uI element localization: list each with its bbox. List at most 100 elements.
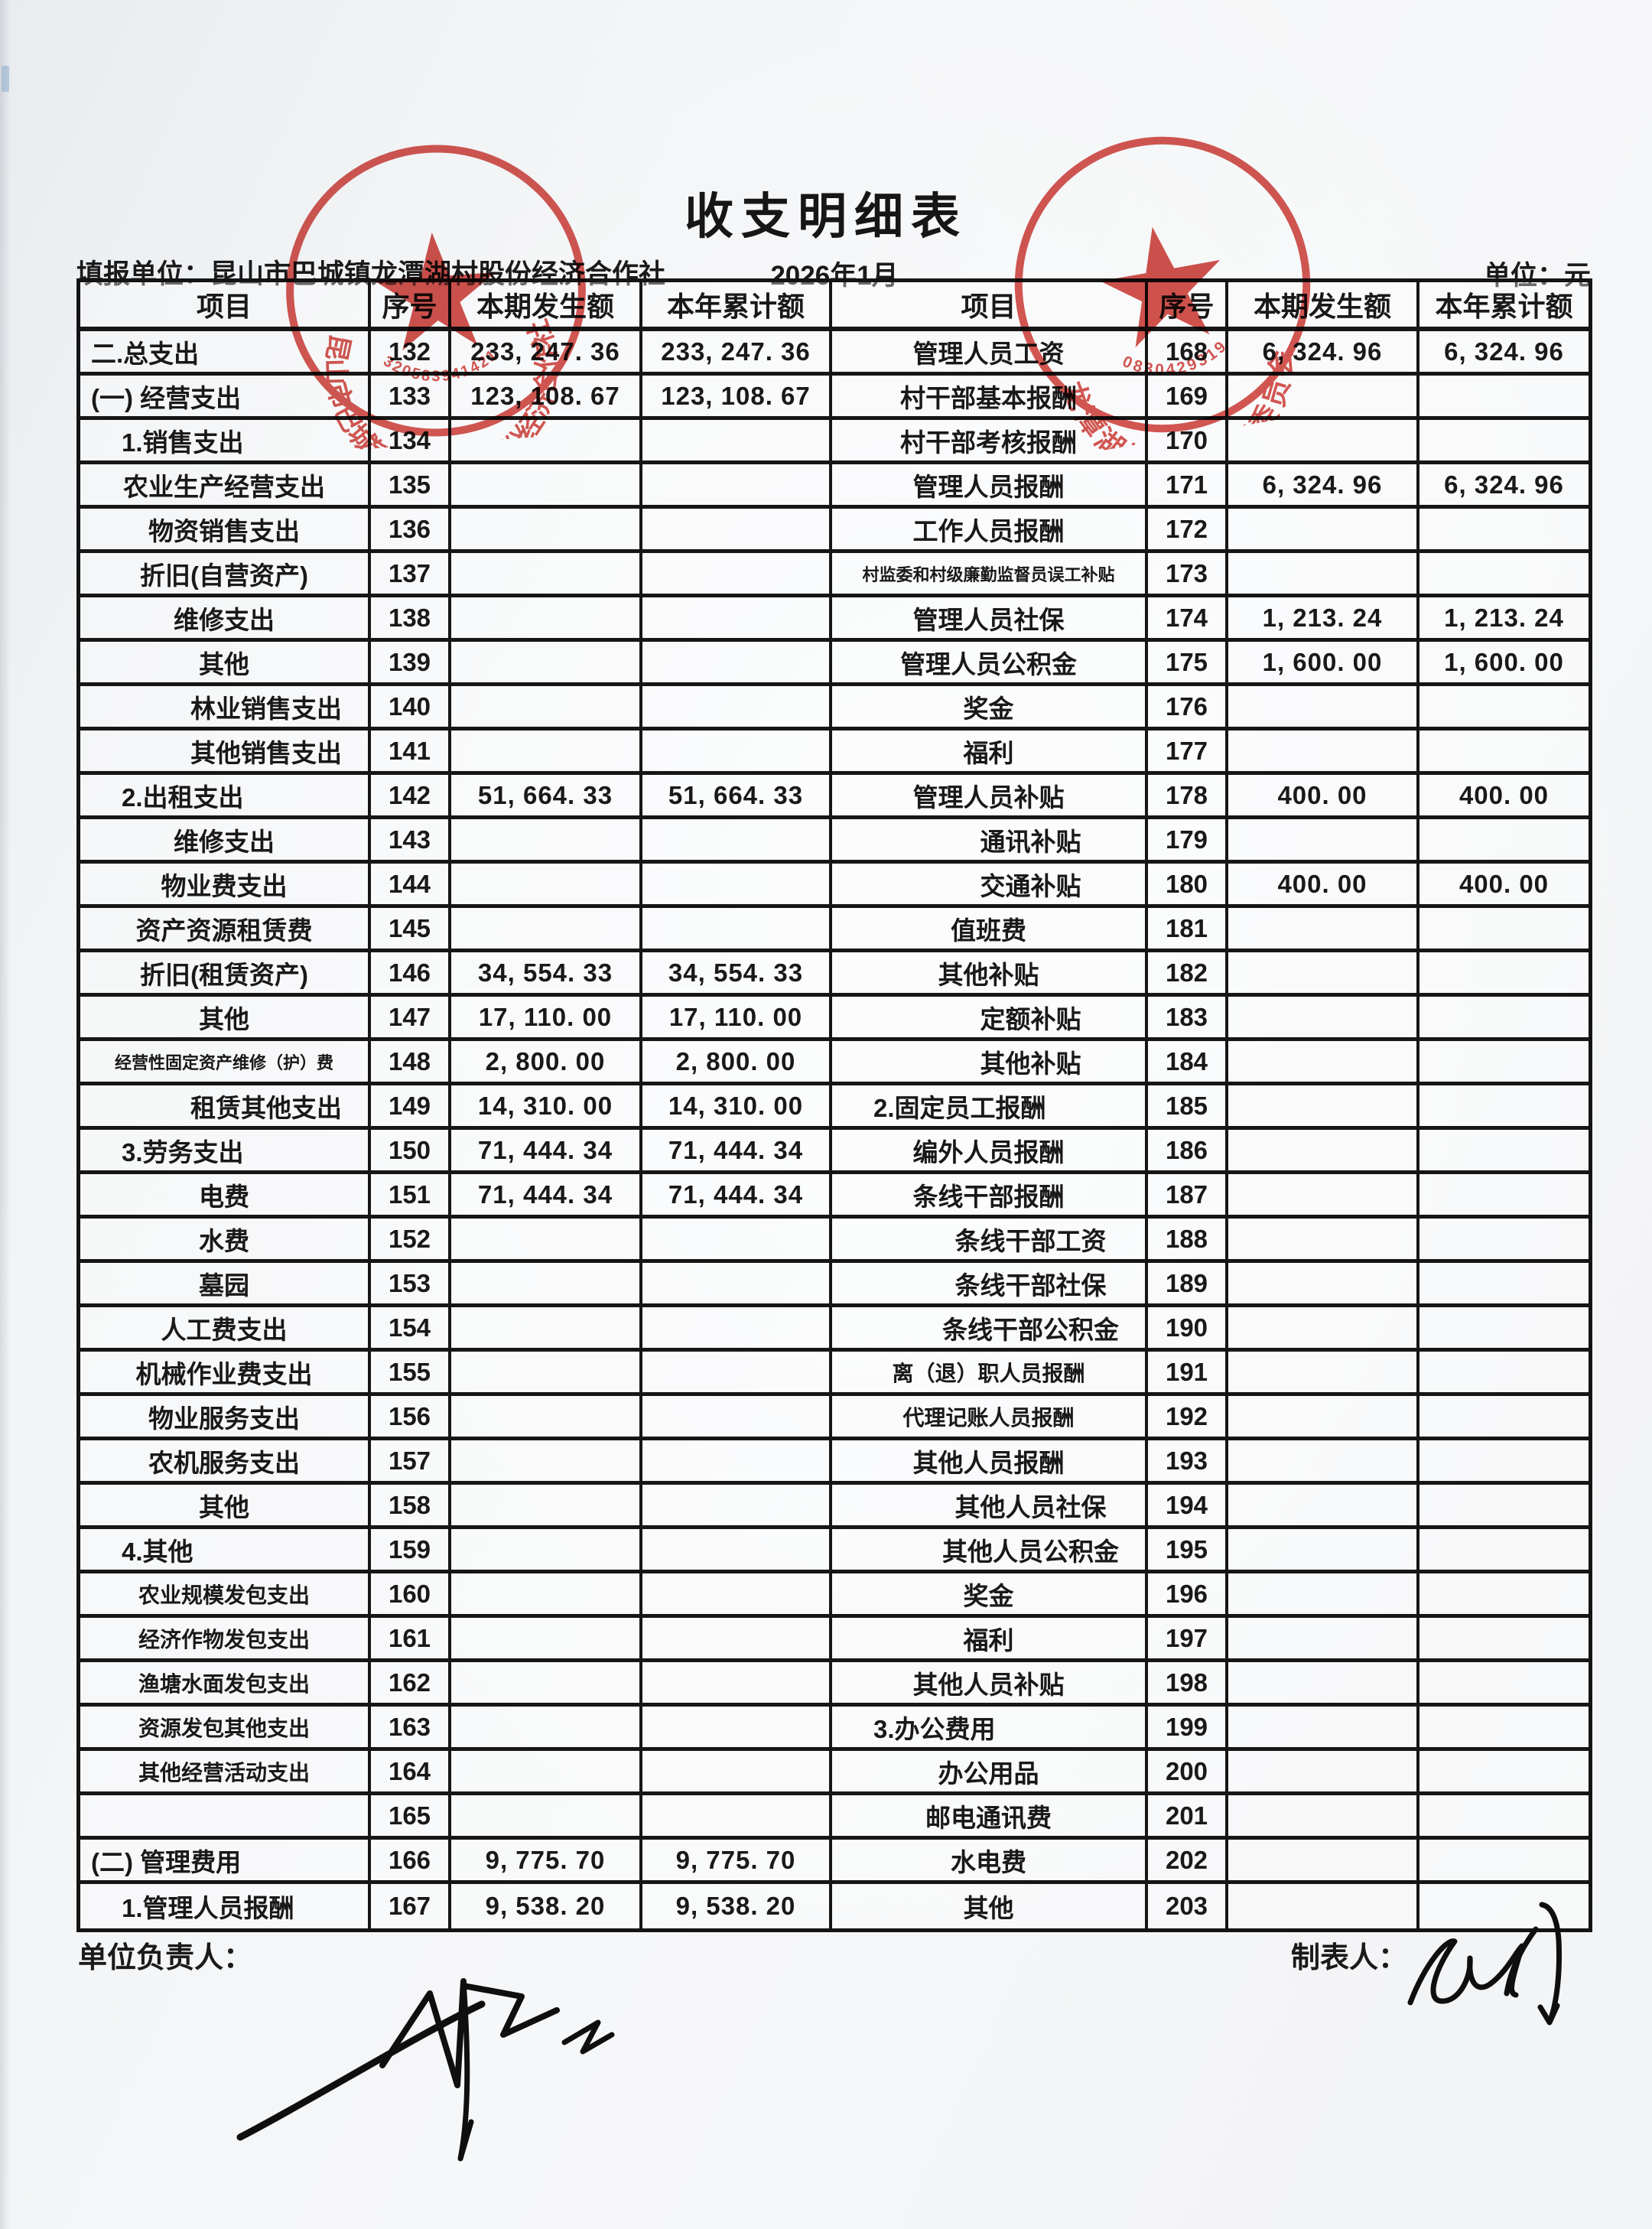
amount-current-cell	[1228, 997, 1419, 1041]
seq-cell: 191	[1148, 1352, 1228, 1396]
amount-current-cell	[1228, 1041, 1419, 1085]
amount-current-cell	[451, 509, 642, 553]
amount-current-cell	[1228, 553, 1419, 597]
amount-current-cell	[451, 1618, 642, 1662]
seq-cell: 135	[371, 464, 451, 509]
item-cell: 维修支出	[80, 819, 371, 864]
seq-cell: 193	[1148, 1440, 1228, 1485]
amount-current-cell	[451, 464, 642, 509]
amount-current-cell	[451, 1440, 642, 1485]
seq-cell: 133	[371, 376, 451, 420]
seq-cell: 201	[1148, 1795, 1228, 1840]
amount-ytd-cell	[642, 1618, 832, 1662]
item-cell: 工作人员报酬	[832, 509, 1148, 553]
seq-cell: 176	[1148, 686, 1228, 731]
item-cell: 村干部基本报酬	[832, 376, 1148, 420]
item-cell: 其他	[80, 997, 371, 1041]
amount-current-cell	[451, 864, 642, 908]
item-cell: 电费	[80, 1174, 371, 1219]
amount-current-cell	[451, 1795, 642, 1840]
amount-current-cell	[1228, 908, 1419, 952]
item-cell: 2.出租支出	[80, 775, 371, 819]
page-title: 收支明细表	[685, 189, 967, 244]
amount-ytd-cell	[642, 597, 832, 642]
seq-cell: 152	[371, 1219, 451, 1263]
item-cell: 林业销售支出	[80, 686, 371, 731]
amount-ytd-cell	[642, 1352, 832, 1396]
seq-cell: 187	[1148, 1174, 1228, 1219]
amount-ytd-cell: 17, 110. 00	[642, 997, 832, 1041]
seq-cell: 143	[371, 819, 451, 864]
item-cell: 其他人员补贴	[832, 1662, 1148, 1707]
item-cell: 经济作物发包支出	[80, 1618, 371, 1662]
amount-current-cell: 71, 444. 34	[451, 1130, 642, 1174]
amount-current-cell	[1228, 1352, 1419, 1396]
currency-unit-label: 单位：元	[1483, 261, 1591, 291]
amount-ytd-cell: 71, 444. 34	[642, 1174, 832, 1219]
item-cell: 其他销售支出	[80, 731, 371, 775]
seq-cell: 174	[1148, 597, 1228, 642]
amount-ytd-cell: 400. 00	[1419, 864, 1589, 908]
item-cell: 管理人员公积金	[832, 642, 1148, 686]
seq-cell: 156	[371, 1396, 451, 1440]
amount-ytd-cell	[642, 553, 832, 597]
amount-current-cell: 9, 538. 20	[451, 1884, 642, 1928]
item-cell: 物业服务支出	[80, 1396, 371, 1440]
header-cell: 序号	[1148, 282, 1228, 331]
amount-current-cell	[1228, 952, 1419, 997]
amount-current-cell	[1228, 1219, 1419, 1263]
amount-current-cell	[1228, 420, 1419, 464]
seq-cell: 180	[1148, 864, 1228, 908]
amount-ytd-cell	[1419, 819, 1589, 864]
amount-ytd-cell	[1419, 1041, 1589, 1085]
amount-current-cell	[1228, 1307, 1419, 1352]
amount-ytd-cell	[642, 731, 832, 775]
amount-ytd-cell: 51, 664. 33	[642, 775, 832, 819]
amount-current-cell	[451, 819, 642, 864]
amount-current-cell	[451, 1396, 642, 1440]
item-cell: 其他	[80, 1485, 371, 1529]
header-cell: 本年累计额	[642, 282, 832, 331]
item-cell: 奖金	[832, 1573, 1148, 1618]
amount-ytd-cell: 123, 108. 67	[642, 376, 832, 420]
item-cell: 物业费支出	[80, 864, 371, 908]
seq-cell: 185	[1148, 1085, 1228, 1130]
seq-cell: 162	[371, 1662, 451, 1707]
amount-ytd-cell	[642, 1396, 832, 1440]
seq-cell: 179	[1148, 819, 1228, 864]
item-cell: 办公用品	[832, 1751, 1148, 1795]
seq-cell: 171	[1148, 464, 1228, 509]
item-cell: 定额补贴	[832, 997, 1148, 1041]
amount-current-cell	[451, 1352, 642, 1396]
item-cell: 资产资源租赁费	[80, 908, 371, 952]
amount-ytd-cell	[642, 509, 832, 553]
seq-cell: 142	[371, 775, 451, 819]
amount-current-cell	[1228, 1618, 1419, 1662]
scan-edge-artifact	[2, 66, 9, 92]
amount-ytd-cell	[642, 420, 832, 464]
amount-current-cell: 71, 444. 34	[451, 1174, 642, 1219]
seq-cell: 182	[1148, 952, 1228, 997]
amount-ytd-cell	[1419, 952, 1589, 997]
amount-ytd-cell	[1419, 1130, 1589, 1174]
amount-ytd-cell	[1419, 1795, 1589, 1840]
item-cell: 水费	[80, 1219, 371, 1263]
seq-cell: 184	[1148, 1041, 1228, 1085]
amount-ytd-cell	[642, 1573, 832, 1618]
seq-cell: 144	[371, 864, 451, 908]
seq-cell: 194	[1148, 1485, 1228, 1529]
seq-cell: 164	[371, 1751, 451, 1795]
seq-cell: 199	[1148, 1707, 1228, 1751]
amount-current-cell	[451, 1529, 642, 1573]
amount-current-cell	[1228, 819, 1419, 864]
seq-cell: 196	[1148, 1573, 1228, 1618]
seq-cell: 141	[371, 731, 451, 775]
item-cell: 3.劳务支出	[80, 1130, 371, 1174]
amount-current-cell	[451, 731, 642, 775]
seq-cell: 169	[1148, 376, 1228, 420]
amount-ytd-cell	[1419, 1884, 1589, 1928]
item-cell: 编外人员报酬	[832, 1130, 1148, 1174]
preparer-label: 制表人：	[1291, 1942, 1408, 1974]
seq-cell: 195	[1148, 1529, 1228, 1573]
amount-ytd-cell: 1, 600. 00	[1419, 642, 1589, 686]
